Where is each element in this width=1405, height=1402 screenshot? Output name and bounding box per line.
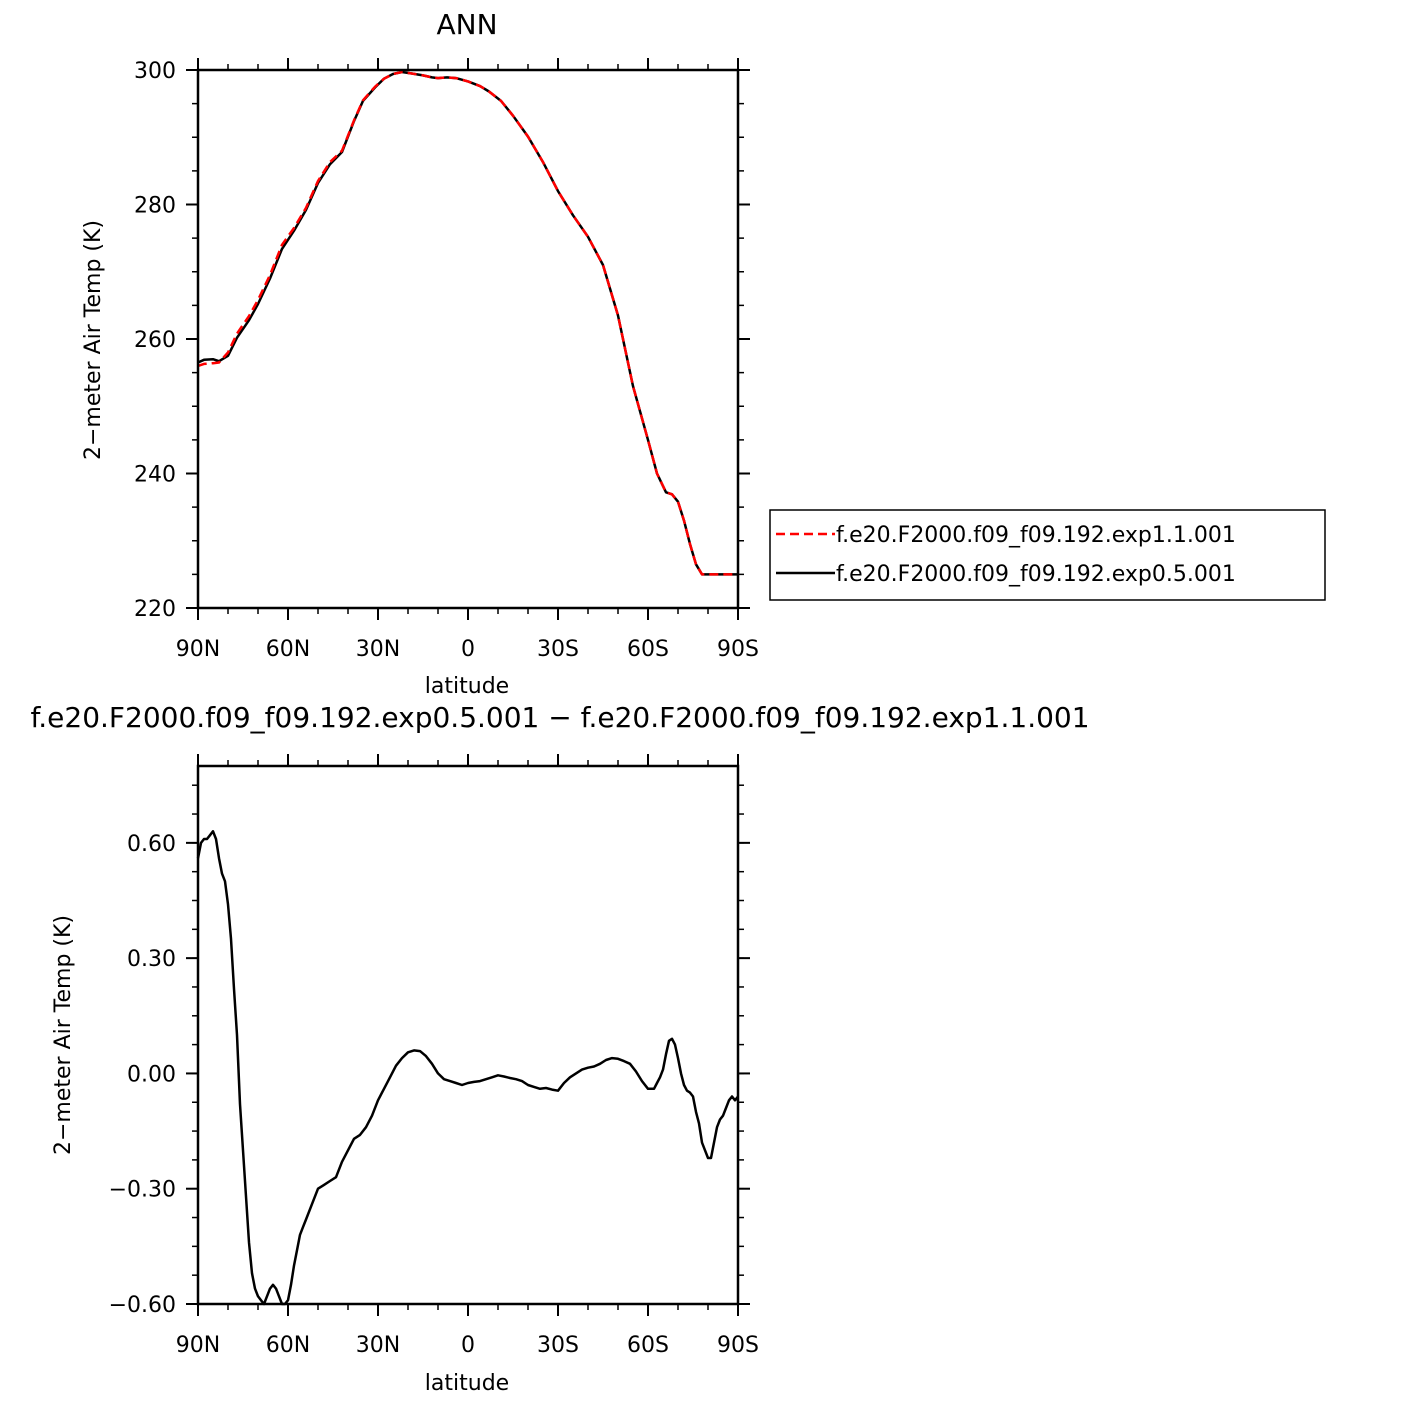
x-tick-label: 30N <box>356 1333 400 1358</box>
y-tick-label: 0.60 <box>127 832 176 857</box>
x-tick-label: 30S <box>537 637 579 662</box>
top-chart-series <box>197 70 738 576</box>
x-tick-label: 0 <box>461 1333 475 1358</box>
bottom-chart-ticks: 90N 60N 30N 0 30S 60S 90S −0.60 −0.30 0.00 0.30 0.6… <box>109 754 759 1358</box>
bottom-chart-ylabel: 2−meter Air Temp (K) <box>51 915 76 1155</box>
y-tick-label: 280 <box>134 194 176 219</box>
top-chart-ylabel: 2−meter Air Temp (K) <box>81 220 106 460</box>
x-tick-label: 90N <box>176 1333 220 1358</box>
top-chart-frame <box>196 68 740 610</box>
x-tick-label: 60N <box>266 637 310 662</box>
y-tick-label: −0.60 <box>109 1293 176 1318</box>
top-chart-title: ANN <box>436 8 497 41</box>
legend-label-exp0-5: f.e20.F2000.f09_f09.192.exp0.5.001 <box>836 562 1236 587</box>
x-tick-label: 90S <box>717 637 759 662</box>
bottom-chart-xlabel: latitude <box>425 1371 509 1396</box>
top-chart-xlabel: latitude <box>425 674 509 699</box>
legend: f.e20.F2000.f09_f09.192.exp1.1.001 f.e20… <box>769 509 1326 601</box>
bottom-chart: f.e20.F2000.f09_f09.192.exp0.5.001 − f.e… <box>30 701 1089 1396</box>
bottom-chart-title: f.e20.F2000.f09_f09.192.exp0.5.001 − f.e… <box>30 701 1089 734</box>
x-tick-label: 90N <box>176 637 220 662</box>
bottom-chart-frame <box>196 764 740 1306</box>
x-tick-label: 60S <box>627 637 669 662</box>
x-tick-label: 30N <box>356 637 400 662</box>
y-tick-label: 220 <box>134 597 176 622</box>
y-tick-label: 240 <box>134 463 176 488</box>
x-tick-label: 0 <box>461 637 475 662</box>
top-chart: ANN 90N 60N 30N 0 30S 60S 90S 220 240 260 280 300 l… <box>81 8 759 699</box>
series-line <box>196 830 739 1306</box>
legend-label-exp1: f.e20.F2000.f09_f09.192.exp1.1.001 <box>836 523 1236 548</box>
y-tick-label: 300 <box>134 59 176 84</box>
y-tick-label: −0.30 <box>109 1178 176 1203</box>
x-tick-label: 90S <box>717 1333 759 1358</box>
series-line <box>197 70 738 576</box>
y-tick-label: 260 <box>134 328 176 353</box>
x-tick-label: 60N <box>266 1333 310 1358</box>
series-line <box>197 70 738 576</box>
top-chart-ticks: 90N 60N 30N 0 30S 60S 90S 220 240 260 280 300 <box>134 58 759 662</box>
y-tick-label: 0.00 <box>127 1062 176 1087</box>
x-tick-label: 60S <box>627 1333 669 1358</box>
bottom-chart-series <box>196 830 739 1306</box>
legend-box <box>769 509 1326 601</box>
y-tick-label: 0.30 <box>127 947 176 972</box>
x-tick-label: 30S <box>537 1333 579 1358</box>
